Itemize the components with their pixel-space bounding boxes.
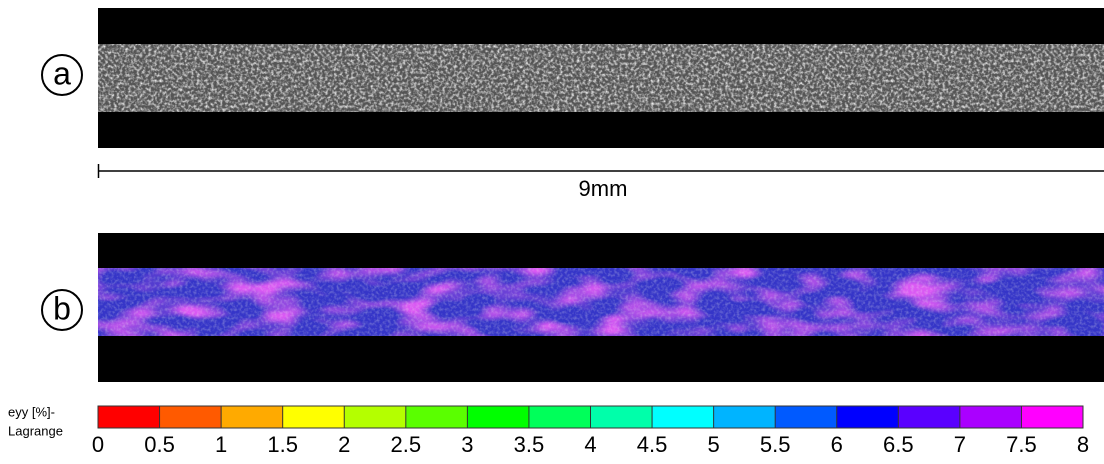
colorbar-tick-label: 0 — [92, 432, 104, 457]
colorbar-tick-label: 4 — [584, 432, 596, 457]
colorbar-tick-label: 2.5 — [391, 432, 422, 457]
colorbar-segment — [528, 406, 591, 428]
colorbar-tick-label: 6 — [831, 432, 843, 457]
colorbar-label: eyy [%]- — [8, 404, 55, 419]
colorbar-segment — [221, 406, 283, 428]
colorbar-segment — [159, 406, 222, 428]
colorbar-tick-label: 6.5 — [883, 432, 914, 457]
colorbar-segment — [282, 406, 345, 428]
strain-texture — [98, 268, 1104, 336]
colorbar-segment — [405, 406, 468, 428]
panel-label: b — [53, 290, 71, 326]
colorbar-segment — [959, 406, 1022, 428]
colorbar-segment — [1021, 406, 1083, 428]
colorbar-tick-label: 5.5 — [760, 432, 791, 457]
panel-label: a — [53, 55, 71, 91]
colorbar-segment — [652, 406, 714, 428]
colorbar-segment — [713, 406, 776, 428]
colorbar-segment — [590, 406, 653, 428]
colorbar-tick-label: 7.5 — [1006, 432, 1037, 457]
colorbar-tick-label: 7 — [954, 432, 966, 457]
colorbar-label: Lagrange — [8, 423, 63, 438]
colorbar-segment — [836, 406, 899, 428]
colorbar-segment — [467, 406, 529, 428]
colorbar-segment — [98, 406, 160, 428]
colorbar-tick-label: 4.5 — [637, 432, 668, 457]
colorbar-tick-label: 2 — [338, 432, 350, 457]
panel-badge — [41, 289, 83, 331]
fiber-texture — [98, 44, 1104, 112]
colorbar-segment — [775, 406, 837, 428]
colorbar-tick-label: 1 — [215, 432, 227, 457]
colorbar-tick-label: 0.5 — [144, 432, 175, 457]
colorbar-segment — [898, 406, 960, 428]
panel-badge — [41, 54, 83, 96]
colorbar-tick-label: 3.5 — [514, 432, 545, 457]
colorbar-tick-label: 1.5 — [267, 432, 298, 457]
scale-label: 9mm — [579, 176, 628, 201]
colorbar-tick-label: 5 — [708, 432, 720, 457]
colorbar-segment — [344, 406, 406, 428]
colorbar-tick-label: 3 — [461, 432, 473, 457]
colorbar-tick-label: 8 — [1077, 432, 1089, 457]
